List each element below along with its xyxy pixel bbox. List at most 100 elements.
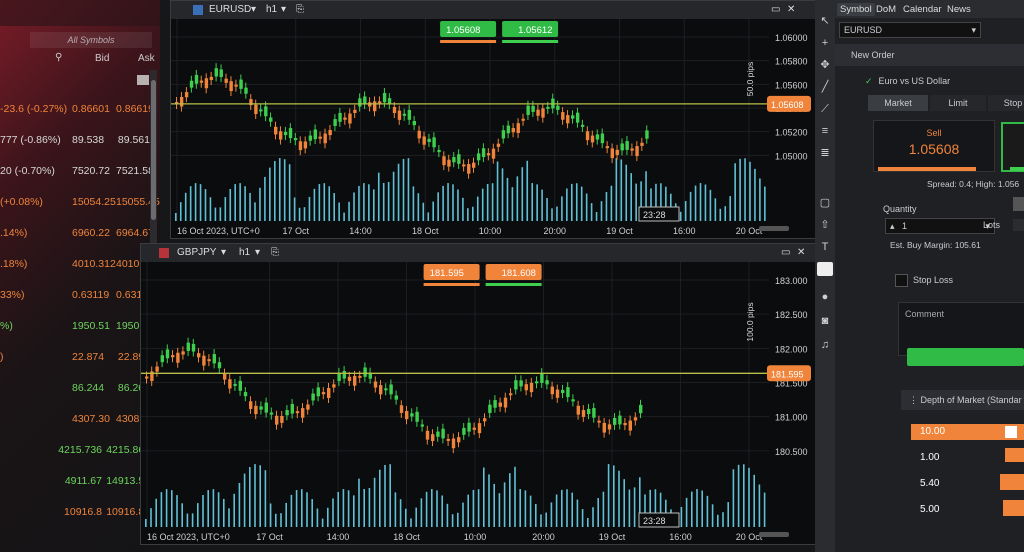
timeframe-selector[interactable]: h1: [239, 247, 251, 258]
volume-bar: [607, 464, 610, 527]
ray-icon[interactable]: ⟋: [821, 103, 829, 115]
tab-symbol[interactable]: Symbol: [837, 3, 875, 16]
watchlist-row[interactable]: 20 (-0.70%) 7520.72 7521.58: [0, 165, 160, 185]
symbol-select[interactable]: EURUSD ▾: [839, 22, 981, 38]
candle-body: [238, 380, 242, 391]
comment-field[interactable]: Comment: [898, 302, 1024, 356]
volume-bar: [238, 482, 241, 527]
minimize-icon[interactable]: ▭: [781, 247, 791, 258]
drag-handle-icon[interactable]: ⋮: [909, 395, 918, 405]
alert-bell-icon[interactable]: ♫: [820, 339, 830, 351]
watchlist-row[interactable]: .14%) 6960.22 6964.67: [0, 227, 160, 247]
volume-bar: [613, 465, 615, 527]
chart-panel-eurusd[interactable]: EURUSD ▾ h1 ▾ ⎘ ▭ ✕ 1.06000 1.05800 1.0560…: [170, 0, 816, 239]
chart-symbol[interactable]: GBPJPY: [177, 247, 217, 258]
column-ask[interactable]: Ask: [138, 53, 155, 64]
move-icon[interactable]: ✥: [820, 59, 830, 71]
volume-bar: [763, 492, 766, 527]
dropdown-icon[interactable]: ▾: [251, 4, 257, 15]
watchlist-row[interactable]: ) 22.874 22.896: [0, 351, 160, 371]
fibonacci-icon[interactable]: ≣: [820, 147, 830, 159]
sell-indicator: [423, 283, 480, 286]
sell-button[interactable]: Sell 1.05608: [873, 120, 995, 172]
column-bid[interactable]: Bid: [95, 53, 110, 64]
candle-body: [219, 69, 223, 78]
eraser-icon[interactable]: ●: [821, 291, 829, 303]
watchlist-settings-icon[interactable]: [137, 75, 149, 85]
watchlist-row[interactable]: 33%) 0.63119 0.63124: [0, 289, 160, 309]
candle-body: [640, 142, 644, 146]
settings-icon[interactable]: [1013, 197, 1024, 211]
candle-body: [280, 415, 284, 423]
candle-body: [209, 76, 214, 81]
comment-icon[interactable]: ▢: [819, 197, 831, 209]
candle-body: [407, 109, 412, 120]
volume-bar: [290, 494, 293, 527]
lots-dropdown[interactable]: [1013, 219, 1024, 231]
candle-body: [382, 93, 387, 103]
candle-body: [506, 125, 511, 134]
stop-loss-label: Stop Loss: [913, 275, 954, 285]
volume-bar: [368, 487, 371, 527]
watchlist-row[interactable]: %) 1950.51 1950.76: [0, 320, 160, 340]
volume-bar: [387, 181, 390, 221]
candle-body: [488, 404, 492, 413]
candle-body: [452, 157, 456, 163]
tab-stop[interactable]: Stop: [988, 95, 1024, 111]
crosshair-icon[interactable]: +: [821, 37, 829, 49]
tab-calendar[interactable]: Calendar: [903, 4, 942, 15]
volume-bar: [531, 183, 533, 221]
camera-icon[interactable]: ◙: [821, 315, 829, 327]
close-icon[interactable]: ✕: [797, 247, 806, 258]
tab-dom[interactable]: DoM: [876, 4, 897, 15]
candle-body: [217, 362, 222, 369]
volume-bar: [311, 499, 313, 527]
quantity-field[interactable]: ▴ 1 ▾: [885, 218, 995, 234]
line-icon[interactable]: ╱: [821, 81, 829, 93]
change-value: .18%): [0, 258, 28, 270]
watchlist-row[interactable]: 777 (-0.86%) 89.538 89.561: [0, 134, 160, 154]
timeframe-selector[interactable]: h1: [266, 4, 278, 15]
search-icon[interactable]: ⚲: [55, 52, 63, 63]
watchlist-row[interactable]: (+0.08%) 15054.25 15055.45: [0, 196, 160, 216]
close-icon[interactable]: ✕: [787, 4, 796, 15]
dropdown-icon[interactable]: ▾: [281, 4, 287, 15]
chart-canvas[interactable]: 1.060001.058001.056001.054001.052001.050…: [171, 19, 815, 238]
chart-canvas[interactable]: 183.000 182.500 182.000 181.500 181.000 180.5…: [141, 262, 815, 544]
candle-body: [327, 388, 331, 399]
channel-icon[interactable]: ≡: [821, 125, 829, 137]
place-order-button[interactable]: [907, 348, 1024, 366]
tab-limit[interactable]: Limit: [930, 95, 986, 111]
minimize-icon[interactable]: ▭: [771, 4, 781, 15]
watchlist-row[interactable]: .18%) 4010.312 4010.430: [0, 258, 160, 278]
cursor-icon[interactable]: ↖: [820, 15, 830, 27]
arrow-icon[interactable]: ⇧: [820, 219, 830, 231]
candle-body: [431, 434, 435, 442]
tab-news[interactable]: News: [947, 4, 971, 15]
volume-bar: [722, 512, 724, 527]
volume-bar: [204, 189, 207, 221]
all-symbols-dropdown[interactable]: All Symbols: [30, 32, 152, 48]
buy-button: [485, 264, 542, 280]
tab-market[interactable]: Market: [868, 95, 928, 111]
watchlist-row[interactable]: 4911.67 14913.53: [0, 475, 160, 495]
chart-panel-gbpjpy[interactable]: GBPJPY ▾ h1 ▾ ⎘ ▭ ✕ 183.000 182.500 182.00…: [140, 243, 816, 545]
watchlist-row[interactable]: 4215.736 4215.866: [0, 444, 160, 464]
chart-symbol[interactable]: EURUSD: [209, 4, 252, 15]
dropdown-icon[interactable]: ▾: [221, 247, 227, 258]
color-icon[interactable]: [817, 262, 833, 276]
share-icon[interactable]: ⎘: [296, 4, 304, 15]
watchlist-row[interactable]: 4307.30 4308.10: [0, 413, 160, 433]
watchlist-row[interactable]: -23.6 (-0.27%) 0.86601 0.86619: [0, 103, 160, 123]
buy-button[interactable]: [1001, 122, 1024, 172]
spinner-icon[interactable]: ▴: [890, 221, 895, 231]
share-icon[interactable]: ⎘: [271, 247, 279, 258]
candle-body: [184, 92, 189, 98]
sell-button: [423, 264, 480, 280]
chevron-down-icon[interactable]: ▾: [985, 221, 990, 231]
stop-loss-checkbox[interactable]: [895, 274, 908, 287]
text-icon[interactable]: T: [821, 241, 829, 253]
watchlist-row[interactable]: 10916.8 10916.83: [0, 506, 160, 526]
dropdown-icon[interactable]: ▾: [255, 247, 261, 258]
watchlist-row[interactable]: 86.244 86.266: [0, 382, 160, 402]
